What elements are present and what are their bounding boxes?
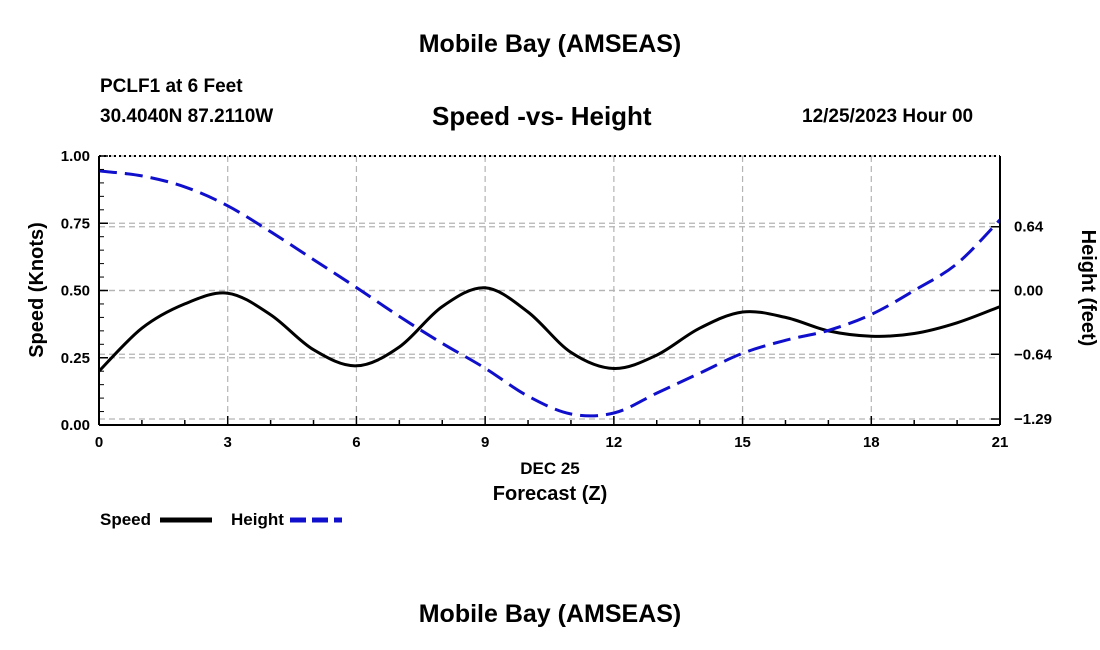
axes: 0 3 6 9 12 15 18 21 0.00 0.25 0.50 0.75 1.00 −1.29 −0.…	[61, 148, 1053, 451]
plot-title: Speed -vs- Height	[432, 101, 652, 131]
x-tick-label: 12	[606, 434, 623, 451]
x-tick-label: 21	[992, 434, 1009, 451]
grid	[99, 155, 1000, 426]
y-tick-label: 1.00	[61, 148, 90, 165]
y-tick-label: 0.75	[61, 215, 90, 232]
y-axis-label: Speed (Knots)	[26, 222, 48, 358]
y2-axis-label: Height (feet)	[1077, 230, 1099, 347]
x-axis-label: Forecast (Z)	[493, 483, 607, 505]
y-tick-label: 0.50	[61, 283, 90, 300]
x-tick-label: 6	[352, 434, 360, 451]
legend-speed-label: Speed	[100, 510, 152, 529]
coordinates-label: 30.4040N 87.2110W	[100, 106, 274, 127]
series	[97, 169, 1002, 418]
y2-tick-label: 0.00	[1014, 283, 1043, 300]
page-title: Mobile Bay (AMSEAS)	[418, 30, 682, 58]
station-label: PCLF1 at 6 Feet	[100, 76, 243, 97]
y2-tick-label: −0.64	[1014, 346, 1053, 363]
x-tick-label: 15	[734, 434, 751, 451]
series-line-height	[98, 169, 1002, 418]
series-line-speed	[97, 286, 1001, 373]
y-tick-label: 0.25	[61, 350, 90, 367]
footer-title: Mobile Bay (AMSEAS)	[418, 600, 682, 628]
x-tick-label: 0	[95, 434, 103, 451]
datetime-label: 12/25/2023 Hour 00	[802, 106, 974, 127]
x-axis-sublabel: DEC 25	[520, 459, 580, 478]
y2-tick-label: −1.29	[1014, 411, 1052, 428]
y-tick-label: 0.00	[61, 417, 90, 434]
legend-height-label: Height	[231, 510, 284, 529]
x-tick-label: 18	[863, 434, 880, 451]
x-tick-label: 9	[481, 434, 489, 451]
y2-tick-label: 0.64	[1014, 219, 1044, 236]
x-tick-label: 3	[224, 434, 232, 451]
